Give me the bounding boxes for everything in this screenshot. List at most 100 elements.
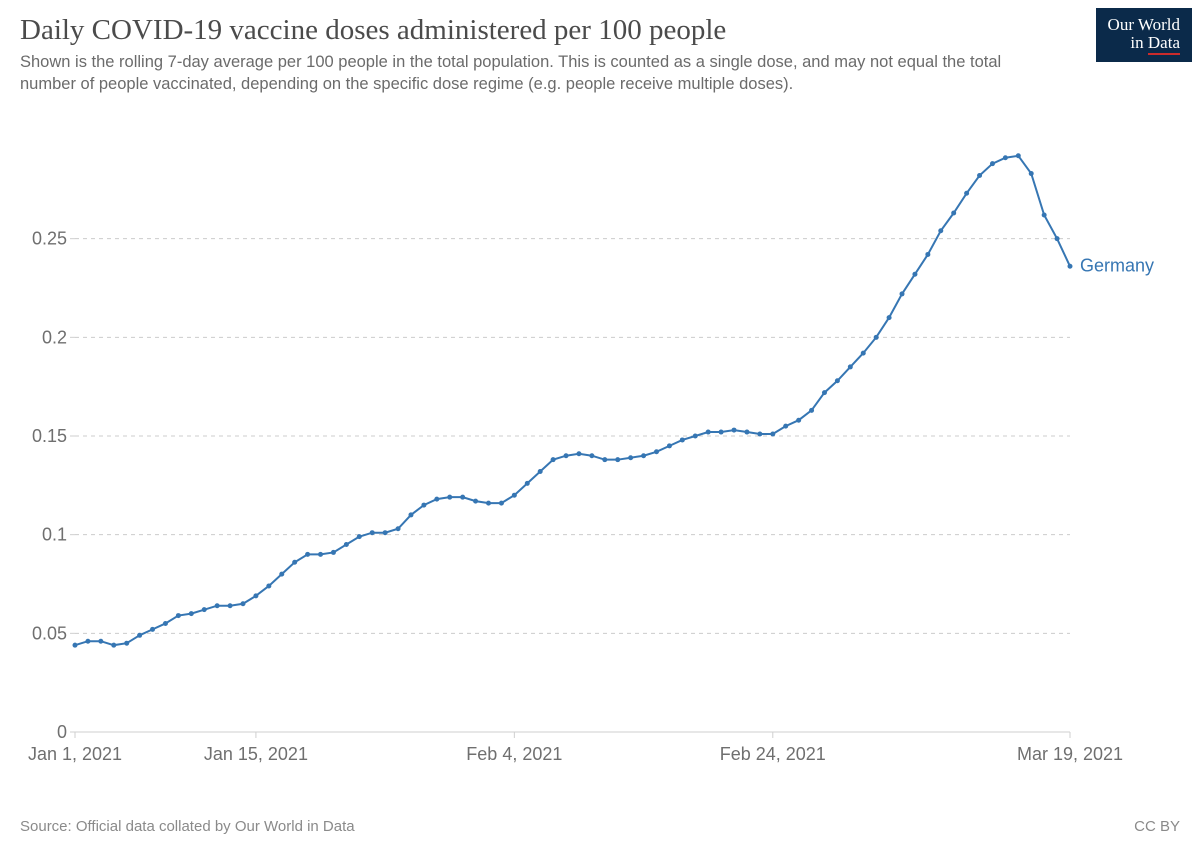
series-marker bbox=[499, 501, 504, 506]
series-marker bbox=[576, 451, 581, 456]
series-marker bbox=[150, 627, 155, 632]
ytick-label: 0.2 bbox=[42, 327, 67, 347]
series-marker bbox=[551, 457, 556, 462]
line-chart-svg: 00.050.10.150.20.25Jan 1, 2021Jan 15, 20… bbox=[20, 130, 1180, 792]
logo-line2: in Data bbox=[1108, 34, 1180, 52]
chart-footer: Source: Official data collated by Our Wo… bbox=[20, 818, 1180, 835]
series-marker bbox=[589, 453, 594, 458]
series-marker bbox=[654, 449, 659, 454]
series-marker bbox=[861, 351, 866, 356]
series-marker bbox=[564, 453, 569, 458]
series-marker bbox=[344, 542, 349, 547]
series-line-germany bbox=[75, 156, 1070, 645]
series-marker bbox=[848, 364, 853, 369]
series-marker bbox=[977, 173, 982, 178]
series-marker bbox=[770, 432, 775, 437]
chart-area: 00.050.10.150.20.25Jan 1, 2021Jan 15, 20… bbox=[20, 130, 1180, 792]
logo-line1: Our World bbox=[1108, 16, 1180, 34]
series-marker bbox=[202, 607, 207, 612]
series-marker bbox=[900, 291, 905, 296]
series-marker bbox=[667, 443, 672, 448]
series-marker bbox=[228, 603, 233, 608]
series-marker bbox=[744, 430, 749, 435]
source-text: Source: Official data collated by Our Wo… bbox=[20, 818, 355, 835]
series-marker bbox=[719, 430, 724, 435]
ytick-label: 0 bbox=[57, 722, 67, 742]
series-marker bbox=[1068, 264, 1073, 269]
owid-logo: Our World in Data bbox=[1096, 8, 1192, 62]
chart-header: Daily COVID-19 vaccine doses administere… bbox=[0, 0, 1200, 104]
series-marker bbox=[396, 526, 401, 531]
series-marker bbox=[706, 430, 711, 435]
series-marker bbox=[73, 643, 78, 648]
license-text: CC BY bbox=[1134, 818, 1180, 835]
series-marker bbox=[602, 457, 607, 462]
series-marker bbox=[938, 228, 943, 233]
xtick-label: Mar 19, 2021 bbox=[1017, 744, 1123, 764]
series-marker bbox=[538, 469, 543, 474]
series-marker bbox=[370, 530, 375, 535]
series-marker bbox=[137, 633, 142, 638]
series-marker bbox=[1042, 212, 1047, 217]
series-marker bbox=[111, 643, 116, 648]
ytick-label: 0.05 bbox=[32, 623, 67, 643]
series-marker bbox=[512, 493, 517, 498]
xtick-label: Jan 15, 2021 bbox=[204, 744, 308, 764]
series-marker bbox=[318, 552, 323, 557]
ytick-label: 0.15 bbox=[32, 426, 67, 446]
series-marker bbox=[434, 497, 439, 502]
series-marker bbox=[292, 560, 297, 565]
series-marker bbox=[305, 552, 310, 557]
xtick-label: Jan 1, 2021 bbox=[28, 744, 122, 764]
series-marker bbox=[98, 639, 103, 644]
series-marker bbox=[809, 408, 814, 413]
series-marker bbox=[1029, 171, 1034, 176]
series-marker bbox=[615, 457, 620, 462]
series-marker bbox=[240, 601, 245, 606]
series-marker bbox=[641, 453, 646, 458]
ytick-label: 0.25 bbox=[32, 229, 67, 249]
series-marker bbox=[331, 550, 336, 555]
xtick-label: Feb 4, 2021 bbox=[466, 744, 562, 764]
series-marker bbox=[732, 428, 737, 433]
series-marker bbox=[124, 641, 129, 646]
series-marker bbox=[964, 191, 969, 196]
xtick-label: Feb 24, 2021 bbox=[720, 744, 826, 764]
series-marker bbox=[796, 418, 801, 423]
series-marker bbox=[783, 424, 788, 429]
series-marker bbox=[887, 315, 892, 320]
series-marker bbox=[189, 611, 194, 616]
series-marker bbox=[447, 495, 452, 500]
series-marker bbox=[680, 437, 685, 442]
series-marker bbox=[835, 378, 840, 383]
series-marker bbox=[1003, 155, 1008, 160]
series-marker bbox=[912, 272, 917, 277]
series-marker bbox=[757, 432, 762, 437]
series-marker bbox=[279, 572, 284, 577]
series-marker bbox=[925, 252, 930, 257]
series-marker bbox=[486, 501, 491, 506]
series-marker bbox=[822, 390, 827, 395]
series-marker bbox=[693, 434, 698, 439]
series-marker bbox=[874, 335, 879, 340]
series-marker bbox=[525, 481, 530, 486]
series-marker bbox=[990, 161, 995, 166]
chart-subtitle: Shown is the rolling 7-day average per 1… bbox=[20, 51, 1020, 96]
series-marker bbox=[215, 603, 220, 608]
series-marker bbox=[85, 639, 90, 644]
series-marker bbox=[163, 621, 168, 626]
series-marker bbox=[951, 211, 956, 216]
series-marker bbox=[253, 593, 258, 598]
series-marker bbox=[628, 455, 633, 460]
series-marker bbox=[460, 495, 465, 500]
series-marker bbox=[1016, 153, 1021, 158]
series-marker bbox=[473, 499, 478, 504]
chart-title: Daily COVID-19 vaccine doses administere… bbox=[20, 14, 1180, 47]
series-marker bbox=[408, 512, 413, 517]
series-marker bbox=[1055, 236, 1060, 241]
series-label-germany: Germany bbox=[1080, 255, 1154, 275]
series-marker bbox=[176, 613, 181, 618]
series-marker bbox=[421, 503, 426, 508]
series-marker bbox=[357, 534, 362, 539]
series-marker bbox=[266, 583, 271, 588]
